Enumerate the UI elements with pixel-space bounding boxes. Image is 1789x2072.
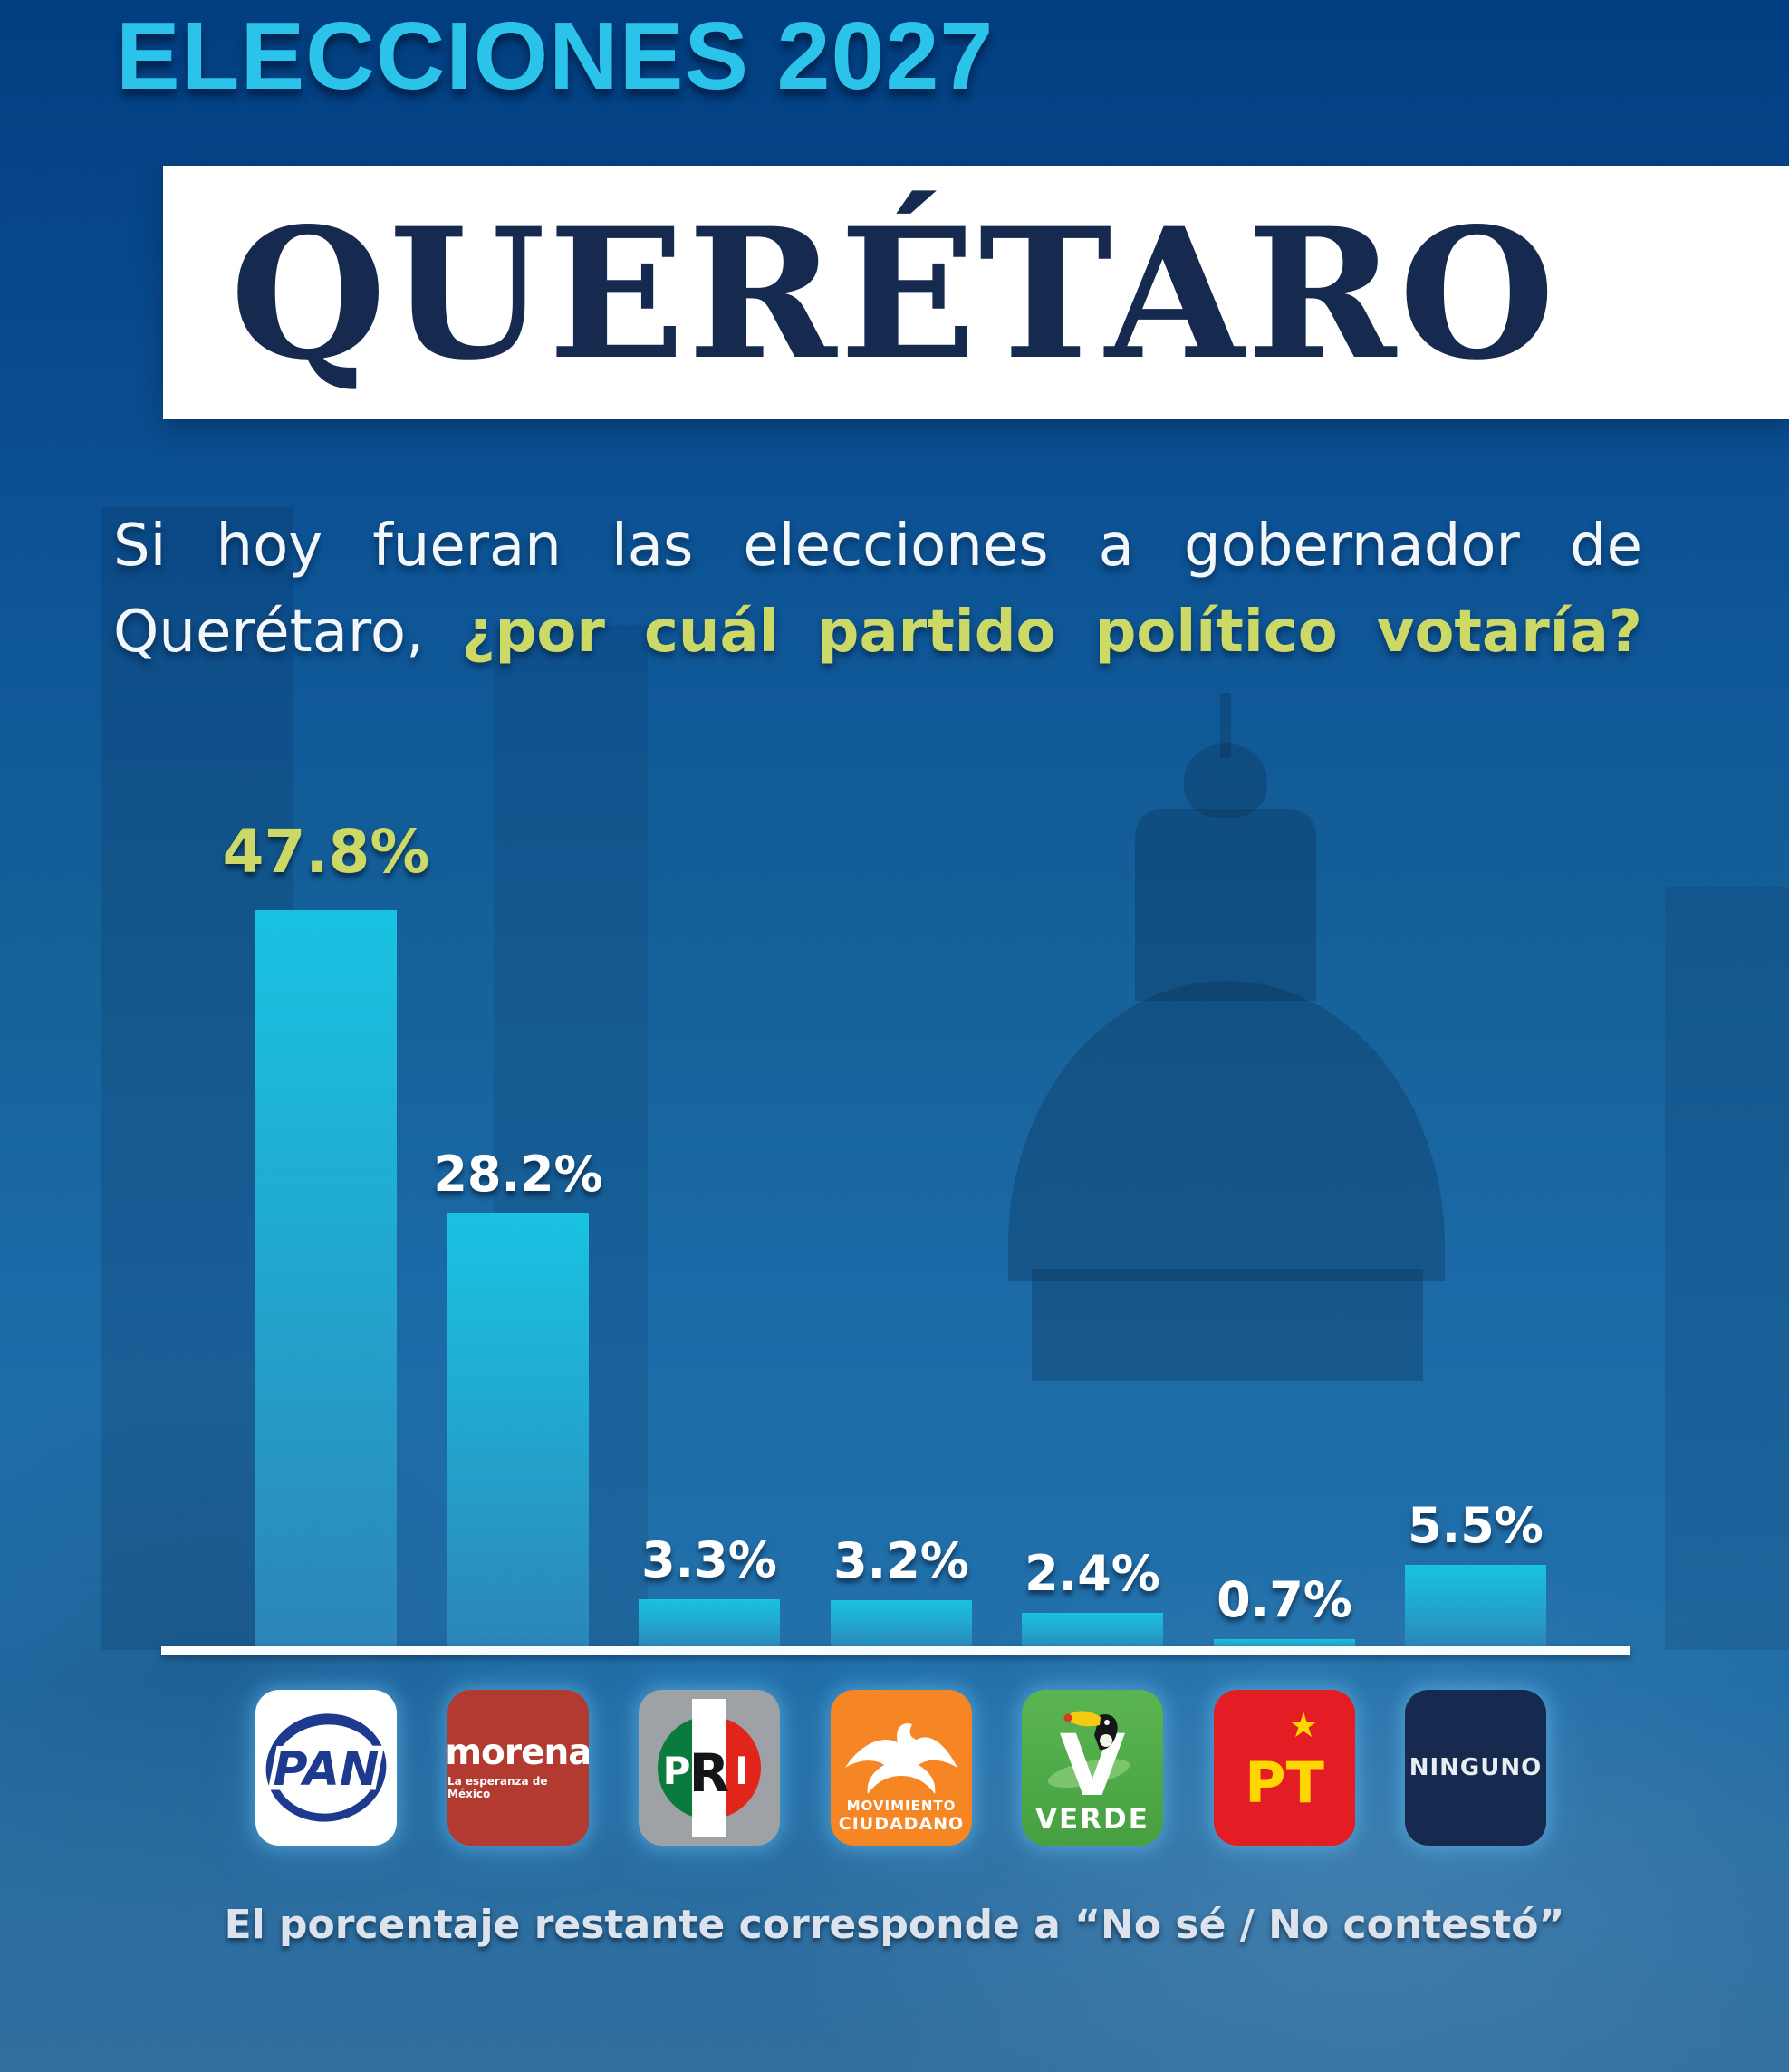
- state-banner: QUERÉTARO: [163, 166, 1789, 419]
- verde-logo-icon: V VERDE: [1035, 1711, 1149, 1836]
- eyebrow-title: ELECCIONES 2027: [116, 3, 995, 110]
- ninguno-logo: NINGUNO: [1405, 1690, 1546, 1846]
- x-axis-line: [161, 1646, 1630, 1655]
- toucan-icon: [1063, 1711, 1118, 1751]
- mc-eagle-icon: MOVIMIENTO CIUDADANO: [839, 1722, 964, 1834]
- poll-question: Si hoy fueran las elecciones a gobernado…: [113, 504, 1642, 676]
- state-title: QUERÉTARO: [230, 188, 1558, 399]
- pri-letter-r: R: [689, 1742, 730, 1804]
- value-label-verde: 2.4%: [1024, 1545, 1160, 1602]
- bar-column-pri: 3.3%: [639, 1531, 780, 1650]
- dome-drum: [1032, 1269, 1423, 1381]
- background-building-right: [1665, 887, 1789, 1650]
- question-line2-regular: Querétaro,: [113, 599, 425, 666]
- value-label-pt: 0.7%: [1217, 1571, 1352, 1628]
- value-label-ninguno: 5.5%: [1408, 1497, 1544, 1554]
- question-line-1: Si hoy fueran las elecciones a gobernado…: [113, 513, 1642, 580]
- bar-morena: [447, 1213, 589, 1650]
- pan-logo-text: PAN: [273, 1742, 379, 1797]
- morena-logo-subtext: La esperanza de México: [447, 1775, 548, 1800]
- pt-logo-icon: ★ PT: [1245, 1705, 1324, 1816]
- pt-star-icon: ★: [1288, 1705, 1319, 1745]
- mc-label-bottom: CIUDADANO: [839, 1814, 964, 1834]
- question-line-2: Querétaro, ¿por cuál partido político vo…: [113, 590, 1642, 676]
- dome-main: [1008, 981, 1445, 1281]
- pri-letter-i: I: [735, 1749, 749, 1793]
- value-label-pan: 47.8%: [222, 817, 430, 887]
- bar-pan: [255, 910, 397, 1650]
- morena-logo-text: morena: [447, 1732, 589, 1773]
- background-cathedral-dome: [992, 693, 1463, 1381]
- dome-lantern: [1135, 809, 1316, 1001]
- dome-spire: [1220, 693, 1231, 758]
- ninguno-label: NINGUNO: [1409, 1754, 1543, 1781]
- pt-label: PT: [1245, 1750, 1324, 1816]
- pan-logo: PAN: [255, 1690, 397, 1846]
- bar-column-verde: 2.4%: [1022, 1545, 1163, 1650]
- mc-label-top: MOVIMIENTO: [847, 1798, 957, 1814]
- verde-logo: V VERDE: [1022, 1690, 1163, 1846]
- pri-logo-icon: P R I: [658, 1699, 761, 1837]
- morena-logo: morena La esperanza de México: [447, 1690, 589, 1846]
- pri-logo: P R I: [639, 1690, 780, 1846]
- footnote: El porcentaje restante corresponde a “No…: [224, 1902, 1565, 1948]
- dome-cap: [1184, 743, 1267, 818]
- bar-verde: [1022, 1613, 1163, 1650]
- movimiento-ciudadano-logo: MOVIMIENTO CIUDADANO: [831, 1690, 972, 1846]
- bar-column-ninguno: 5.5%: [1405, 1497, 1546, 1650]
- bar-column-mc: 3.2%: [831, 1532, 972, 1650]
- bar-column-pt: 0.7%: [1214, 1571, 1355, 1650]
- bar-ninguno: [1405, 1565, 1546, 1650]
- value-label-pri: 3.3%: [641, 1531, 777, 1588]
- value-label-mc: 3.2%: [833, 1532, 969, 1589]
- bar-column-morena: 28.2%: [433, 1146, 603, 1650]
- question-line2-highlight: ¿por cuál partido político votaría?: [461, 599, 1643, 666]
- verde-label: VERDE: [1035, 1803, 1149, 1836]
- pan-logo-icon: PAN: [265, 1713, 387, 1822]
- pri-letter-p: P: [663, 1749, 691, 1793]
- bar-pri: [639, 1599, 780, 1650]
- bar-column-pan: 47.8%: [223, 817, 430, 1650]
- bar-mc: [831, 1600, 972, 1650]
- value-label-morena: 28.2%: [433, 1146, 603, 1203]
- pt-logo: ★ PT: [1214, 1690, 1355, 1846]
